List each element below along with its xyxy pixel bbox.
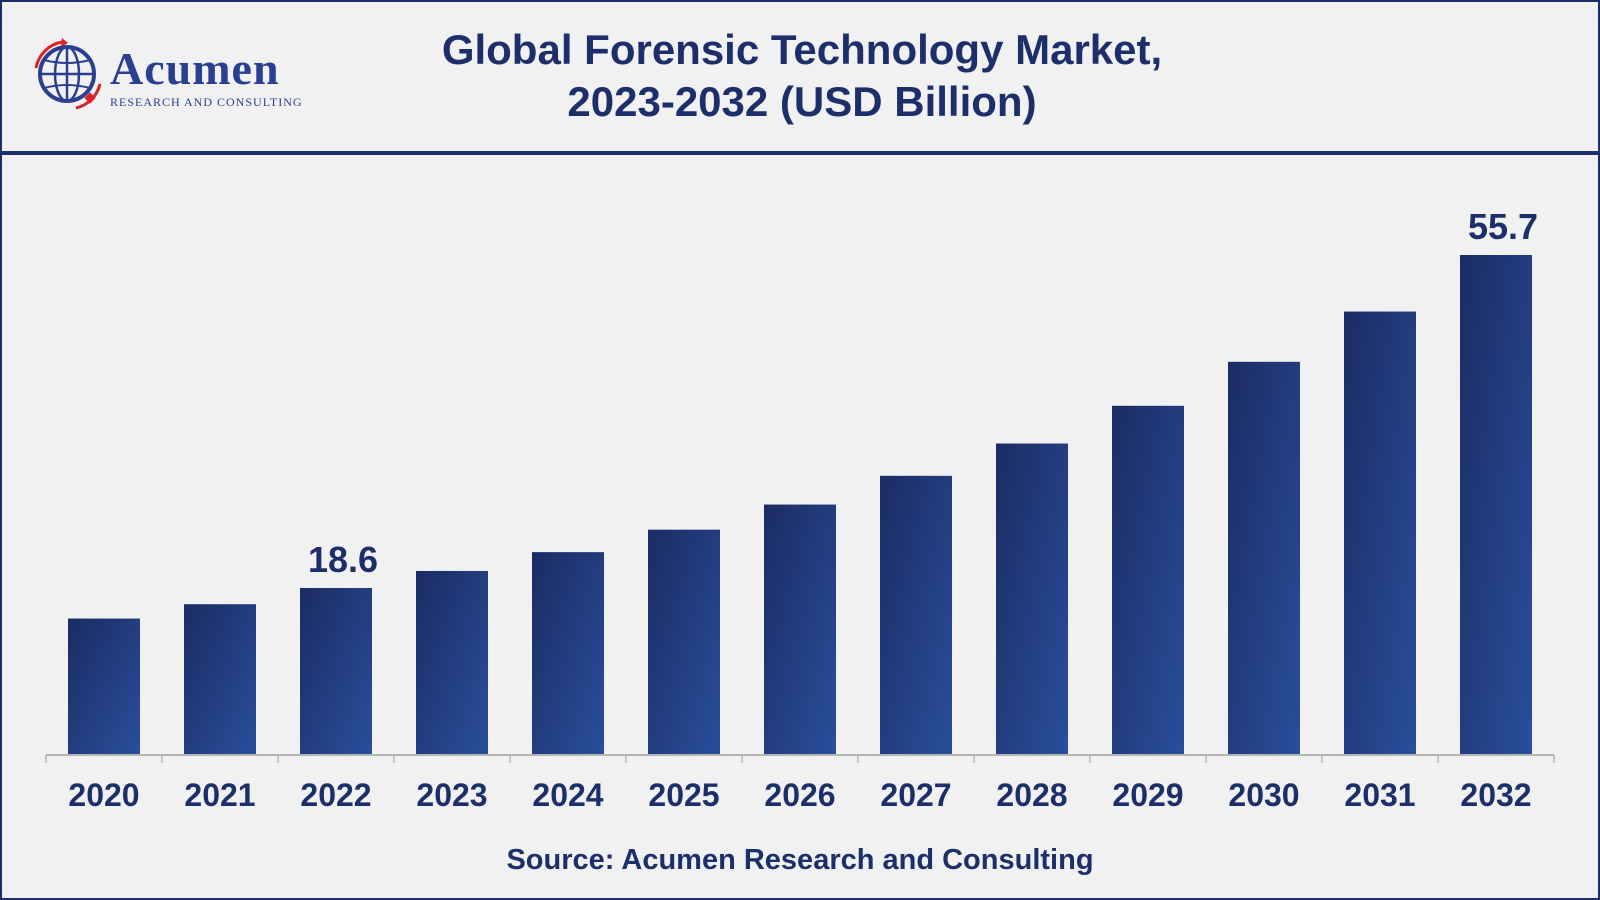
chart-title: Global Forensic Technology Market, 2023-… (342, 24, 1262, 128)
x-tick-label-2020: 2020 (68, 777, 139, 813)
source-note: Source: Acumen Research and Consulting (506, 844, 1094, 876)
chart-title-line-1: Global Forensic Technology Market, (441, 26, 1163, 73)
header: Acumen RESEARCH AND CONSULTING Global Fo… (2, 2, 1598, 155)
data-labels-group: 18.6 55.7 (308, 206, 1538, 580)
bar-2024 (532, 552, 604, 755)
bar-2031 (1344, 311, 1416, 755)
bar-2025 (648, 529, 720, 755)
bar-2021 (184, 604, 256, 755)
bar-2029 (1112, 405, 1184, 755)
bar-2028 (996, 443, 1068, 755)
x-tick-label-2022: 2022 (300, 777, 371, 813)
x-tick-label-2031: 2031 (1344, 777, 1415, 813)
x-tick-label-2024: 2024 (532, 777, 603, 813)
x-tick-label-2021: 2021 (184, 777, 255, 813)
bars-group (68, 255, 1532, 755)
chart-title-line-2: 2023-2032 (USD Billion) (567, 78, 1037, 125)
x-tick-label-2032: 2032 (1460, 777, 1531, 813)
x-tick-label-2030: 2030 (1228, 777, 1299, 813)
logo-tagline: RESEARCH AND CONSULTING (110, 95, 303, 109)
bar-2030 (1228, 361, 1300, 755)
bar-2020 (68, 618, 140, 755)
x-tick-label-2023: 2023 (416, 777, 487, 813)
data-label-2022: 18.6 (308, 539, 378, 580)
data-label-2032: 55.7 (1468, 206, 1538, 247)
company-logo: Acumen RESEARCH AND CONSULTING (32, 38, 342, 118)
x-tick-label-2029: 2029 (1112, 777, 1183, 813)
x-axis: 2020 2021 2022 2023 2024 2025 2026 2027 2028 2029… (45, 754, 1555, 813)
bar-2032 (1460, 255, 1532, 755)
x-tick-label-2025: 2025 (648, 777, 719, 813)
bar-2027 (880, 475, 952, 755)
bar-2022 (300, 588, 372, 755)
logo-wordmark: Acumen (110, 43, 280, 94)
bar-2026 (764, 504, 836, 755)
x-tick-label-2027: 2027 (880, 777, 951, 813)
x-tick-label-2028: 2028 (996, 777, 1067, 813)
bar-2023 (416, 570, 488, 755)
globe-arrows-logo-icon (34, 38, 102, 110)
x-tick-label-2026: 2026 (764, 777, 835, 813)
